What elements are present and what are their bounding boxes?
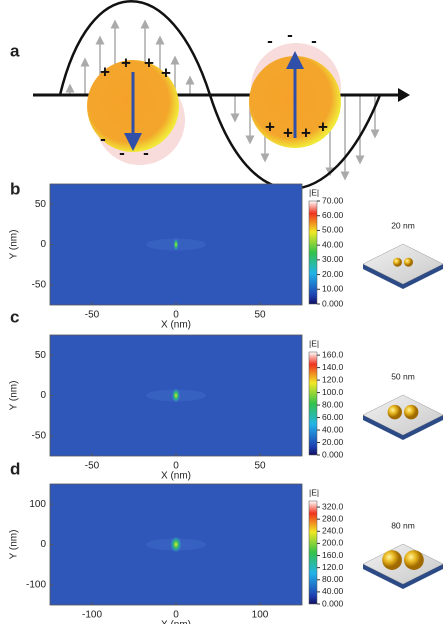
plus-charge: + (100, 62, 110, 81)
minus-charge: - (119, 143, 125, 162)
panel-label: d (10, 459, 20, 478)
colorbar-tick-label: 20.00 (322, 437, 344, 447)
colorbar-tick-label: 40.00 (322, 424, 344, 434)
colorbar-tick-label: 240.0 (322, 526, 344, 536)
x-tick-label: 0 (173, 310, 179, 321)
colorbar-title: |E| (309, 487, 319, 497)
x-tick-label: 50 (254, 461, 266, 472)
colorbar-tick-label: 60.00 (322, 412, 344, 422)
panel-label: b (10, 179, 20, 198)
y-tick-label: -50 (32, 430, 47, 441)
colorbar-title: |E| (309, 187, 319, 197)
colorbar-tick-label: 20.00 (322, 269, 344, 279)
colorbar-tick-label: 160.0 (322, 550, 344, 560)
x-axis-label: X (nm) (161, 471, 191, 482)
colorbar-tick-label: 30.00 (322, 254, 344, 264)
x-tick-label: -50 (85, 461, 100, 472)
minus-charge: - (267, 31, 273, 50)
colorbar-tick-label: 40.00 (322, 586, 344, 596)
size-label: 80 nm (391, 520, 415, 530)
wave (58, 0, 382, 190)
colorbar-tick-label: 60.00 (322, 210, 344, 220)
field-panel: c -50 0 50 -50 0 50 X (nm) Y (nm) |E|160.0 140.0 12… (9, 307, 444, 482)
colorbar-tick-label: 70.00 (322, 195, 344, 205)
y-tick-label: 0 (40, 539, 46, 550)
nanoparticle (404, 404, 419, 420)
colorbar-tick-label: 0.000 (322, 449, 344, 459)
y-tick-label: -100 (26, 579, 46, 590)
size-label: 20 nm (391, 220, 415, 230)
colorbar-tick-label: 0.000 (322, 598, 344, 608)
x-axis-label: X (nm) (161, 620, 191, 624)
nanoparticle (387, 404, 402, 420)
hot-spot (172, 388, 180, 403)
x-tick-label: 0 (173, 610, 179, 621)
x-tick-label: 0 (173, 461, 179, 472)
x-tick-label: 100 (252, 610, 269, 621)
colorbar-title: |E| (309, 338, 319, 348)
minus-charge: - (100, 129, 106, 148)
nanoparticle (404, 550, 424, 570)
y-tick-label: -50 (32, 279, 47, 290)
colorbar-tick-label: 80.00 (322, 574, 344, 584)
panel-a: a + + +++ + + +- -- - -- (10, 0, 410, 190)
colorbar-tick-label: 160.0 (322, 349, 344, 359)
panel-label: a (10, 41, 20, 60)
panel-label: c (10, 307, 19, 326)
y-tick-label: 0 (40, 390, 46, 401)
colorbar-tick-label: 50.00 (322, 225, 344, 235)
x-axis-label: X (nm) (161, 320, 191, 331)
plus-charge: + (161, 63, 171, 82)
y-tick-label: 0 (40, 239, 46, 250)
x-tick-label: -100 (82, 610, 102, 621)
colorbar-tick-label: 120.0 (322, 374, 344, 384)
colorbar-tick-label: 280.0 (322, 513, 344, 523)
nanoparticle (404, 257, 413, 267)
minus-charge: - (311, 31, 317, 50)
y-tick-label: 50 (35, 199, 47, 210)
colorbar-tick-label: 40.00 (322, 239, 344, 249)
colorbar-tick-label: 200.0 (322, 538, 344, 548)
colorbar (308, 351, 318, 456)
plus-charge: + (121, 53, 131, 72)
field-panel: d -100 0 100 -100 0 100 X (nm) Y (nm) |E|320.0 280… (9, 459, 444, 624)
x-tick-label: 50 (254, 310, 266, 321)
y-axis-label: Y (nm) (9, 530, 20, 560)
nanoparticle (393, 257, 402, 267)
x-tick-label: -50 (85, 310, 100, 321)
size-label: 50 nm (391, 371, 415, 381)
hot-spot (170, 536, 182, 553)
axis-arrow (398, 88, 410, 102)
minus-charge: - (287, 25, 293, 44)
plus-charge: + (144, 53, 154, 72)
substrate-top (362, 394, 444, 436)
substrate-top (362, 543, 444, 585)
colorbar-tick-label: 140.0 (322, 362, 344, 372)
minus-charge: - (143, 143, 149, 162)
field-panel: b -50 0 50 -50 0 50 X (nm) Y (nm) |E|70.00 60.00 50… (9, 179, 444, 331)
plus-charge: + (301, 123, 311, 142)
charges: + + +++ + + +- -- - -- (100, 25, 328, 162)
plus-charge: + (265, 117, 275, 136)
y-tick-label: 100 (29, 499, 46, 510)
colorbar-tick-label: 0.000 (322, 298, 344, 308)
hot-spot (173, 238, 179, 251)
colorbar (308, 500, 318, 605)
colorbar-tick-label: 10.00 (322, 284, 344, 294)
colorbar-tick-label: 320.0 (322, 501, 344, 511)
plus-charge: + (283, 123, 293, 142)
y-axis-label: Y (nm) (9, 381, 20, 411)
y-axis-label: Y (nm) (9, 230, 20, 260)
colorbar-tick-label: 120.0 (322, 562, 344, 572)
y-tick-label: 50 (35, 350, 47, 361)
plus-charge: + (318, 117, 328, 136)
substrate-top (362, 243, 444, 285)
colorbar (308, 200, 318, 305)
colorbar-tick-label: 80.00 (322, 399, 344, 409)
nanoparticle (382, 550, 402, 570)
colorbar-tick-label: 100.0 (322, 387, 344, 397)
